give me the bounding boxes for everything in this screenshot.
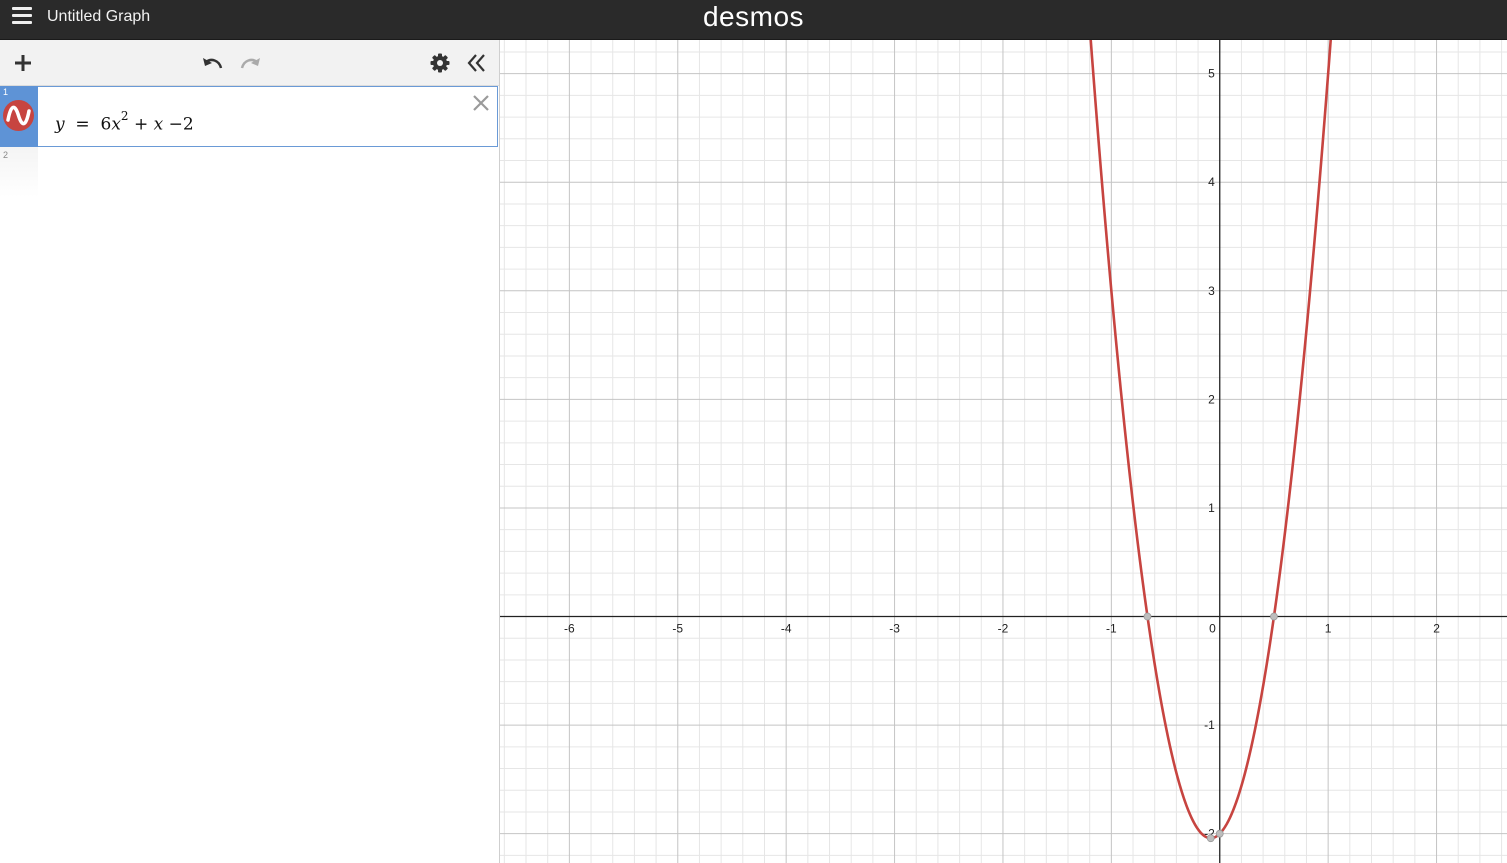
math-equals: = — [75, 114, 90, 135]
x-tick-label: 2 — [1433, 622, 1440, 636]
expression-index: 2 — [3, 150, 9, 160]
point-of-interest — [1143, 612, 1152, 621]
point-of-interest — [1206, 834, 1215, 843]
y-tick-label: 3 — [1208, 284, 1215, 298]
redo-icon[interactable] — [238, 52, 262, 72]
desmos-logo: desmos — [702, 1, 805, 32]
y-tick-label: -1 — [1204, 718, 1215, 732]
x-tick-label: -6 — [564, 622, 575, 636]
point-of-interest — [1215, 829, 1224, 838]
x-tick-label: -1 — [1106, 622, 1117, 636]
math-coefficient: 6 — [100, 114, 112, 135]
y-tick-label: 2 — [1208, 392, 1215, 406]
expression-toolbar — [0, 40, 499, 86]
plus-icon[interactable] — [13, 53, 33, 73]
gear-icon[interactable] — [430, 53, 450, 73]
math-constant: −2 — [168, 114, 194, 135]
x-tick-label: -2 — [998, 622, 1009, 636]
graph-canvas[interactable]: -6 -5 -4 -3 -2 -1 0 1 2 -2 -1 1 2 3 4 5 — [500, 40, 1507, 863]
empty-expression-row[interactable]: 2 — [0, 147, 38, 197]
x-tick-label: -5 — [672, 622, 683, 636]
expression-row[interactable]: 1 y = 6x2 + x −2 — [0, 86, 498, 147]
math-variable: x — [111, 114, 121, 135]
math-variable-2: x — [153, 114, 164, 135]
math-exponent: 2 — [120, 109, 129, 123]
y-tick-label: 1 — [1208, 501, 1215, 515]
point-of-interest — [1270, 612, 1278, 621]
expression-index: 1 — [3, 87, 9, 97]
graph-title[interactable]: Untitled Graph — [47, 8, 151, 25]
undo-icon[interactable] — [201, 52, 225, 72]
math-input[interactable]: y = 6x2 + x −2 — [55, 104, 194, 140]
x-tick-label: -3 — [889, 622, 900, 636]
math-lhs: y — [55, 114, 65, 135]
graph-paper[interactable]: -6 -5 -4 -3 -2 -1 0 1 2 -2 -1 1 2 3 4 5 — [500, 40, 1507, 863]
math-plus: + — [133, 114, 149, 135]
delete-expression-icon[interactable] — [471, 93, 491, 113]
x-tick-label: -4 — [781, 622, 792, 636]
expression-list: 1 y = 6x2 + x −2 2 — [0, 40, 500, 863]
x-tick-label: 1 — [1325, 622, 1332, 636]
y-tick-label: 5 — [1208, 67, 1215, 81]
collapse-sidebar-icon[interactable] — [466, 52, 488, 74]
expression-tab[interactable]: 1 — [0, 86, 38, 147]
hamburger-menu-icon[interactable] — [12, 7, 32, 25]
y-tick-label: 4 — [1208, 175, 1215, 189]
y-tick-label: -2 — [1204, 827, 1215, 841]
graph-color-icon[interactable] — [3, 100, 34, 131]
x-tick-label: 0 — [1209, 622, 1216, 636]
top-bar: Untitled Graph desmos — [0, 0, 1507, 40]
